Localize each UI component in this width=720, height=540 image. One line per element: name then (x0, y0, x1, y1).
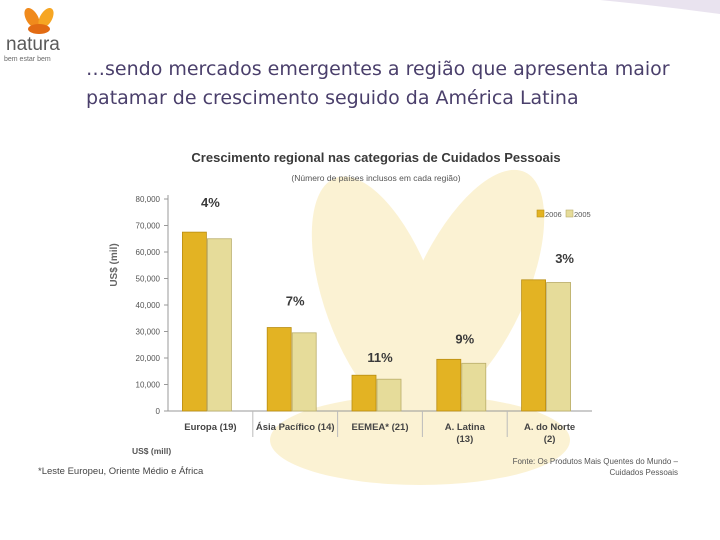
chart-footnote: *Leste Europeu, Oriente Médio e África (38, 466, 204, 477)
natura-flower-icon (24, 8, 54, 34)
y-axis-label: US$ (mil) (109, 243, 120, 286)
bar-2005 (291, 332, 317, 412)
bar-2005 (376, 378, 402, 412)
chart-subtitle: (Número de países inclusos em cada regiã… (291, 173, 460, 183)
page-headline: …sendo mercados emergentes a região que … (86, 58, 670, 109)
chart-title: Crescimento regional nas categorias de C… (191, 150, 560, 165)
x-tick-label: EEMEA* (21) (351, 422, 408, 433)
x-tick-label: Ásia Pacífico (14) (256, 422, 335, 433)
x-axis-unit-label: US$ (mill) (132, 446, 171, 456)
x-tick-label: A. do Norte (524, 422, 575, 433)
legend-label-2006: 2006 (545, 210, 562, 219)
logo-wordmark: natura (6, 34, 60, 55)
growth-label: 11% (367, 350, 393, 365)
x-tick-label: (13) (456, 434, 473, 445)
bar-2005 (206, 238, 232, 412)
y-tick-label: 80,000 (136, 195, 161, 204)
bar-2006 (436, 358, 462, 412)
growth-label: 3% (555, 251, 574, 266)
y-tick-label: 40,000 (136, 301, 161, 310)
y-tick-label: 50,000 (136, 275, 161, 284)
y-tick-label: 10,000 (136, 381, 161, 390)
chart-source-line2: Cuidados Pessoais (610, 468, 678, 477)
y-tick-label: 20,000 (136, 354, 161, 363)
bar-2006 (521, 279, 546, 412)
natura-logo (4, 4, 74, 68)
bar-2005 (461, 362, 487, 412)
x-tick-label: Europa (19) (184, 422, 236, 433)
x-tick-label: (2) (544, 434, 556, 445)
y-tick-label: 60,000 (136, 248, 161, 257)
growth-label: 4% (201, 195, 220, 210)
legend-swatch-2005 (565, 209, 574, 218)
chart-source-line1: Fonte: Os Produtos Mais Quentes do Mundo… (513, 457, 679, 466)
legend-swatch-2006 (536, 209, 545, 218)
growth-label: 9% (455, 331, 474, 346)
growth-label: 7% (286, 294, 305, 309)
y-tick-label: 70,000 (136, 222, 161, 231)
x-tick-label: A. Latina (445, 422, 486, 433)
logo-tagline: bem estar bem (4, 56, 51, 63)
y-tick-label: 0 (156, 407, 161, 416)
bar-2006 (266, 327, 292, 412)
bar-2006 (351, 374, 377, 412)
legend-label-2005: 2005 (574, 210, 591, 219)
y-tick-label: 30,000 (136, 328, 161, 337)
bar-2006 (181, 231, 207, 412)
bar-2005 (546, 282, 571, 412)
